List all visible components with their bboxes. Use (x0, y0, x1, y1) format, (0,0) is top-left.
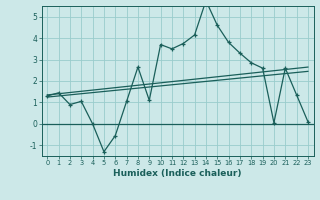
X-axis label: Humidex (Indice chaleur): Humidex (Indice chaleur) (113, 169, 242, 178)
